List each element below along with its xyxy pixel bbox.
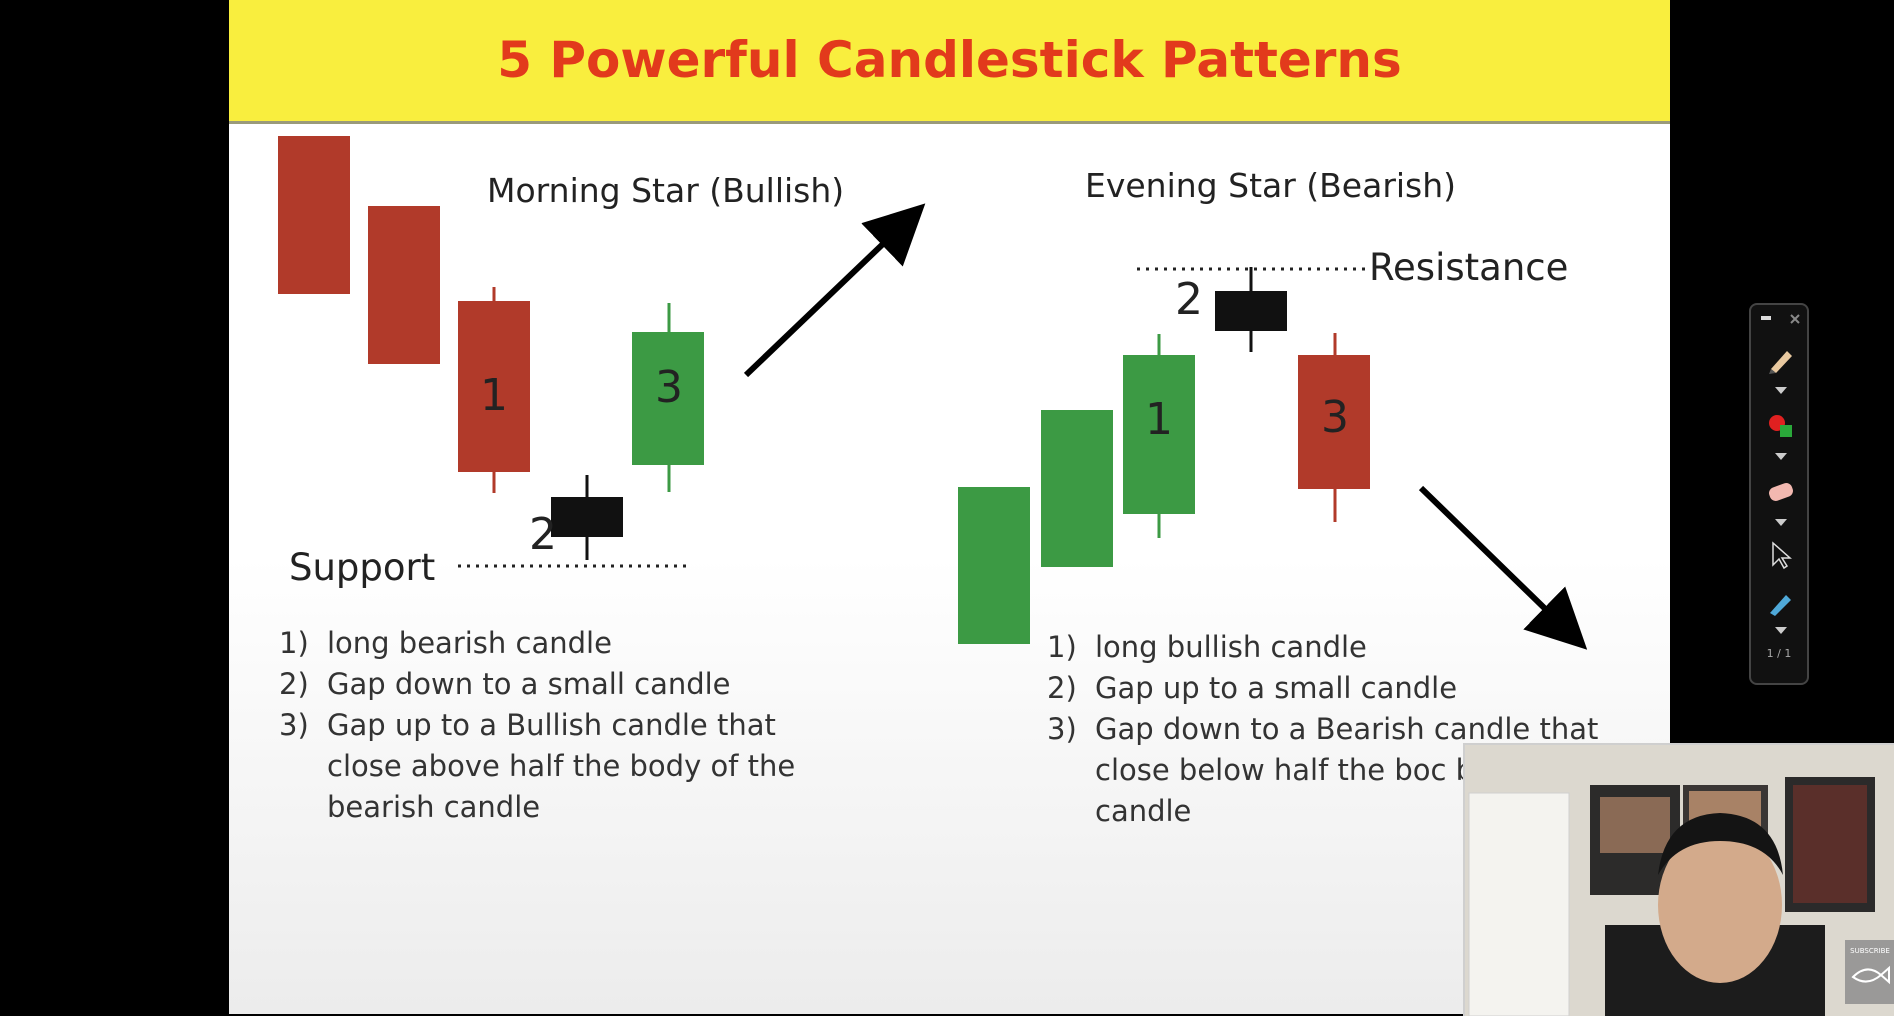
chevron-down-icon[interactable] bbox=[1775, 387, 1787, 394]
list-item: 3) Gap up to a Bullish candle that close … bbox=[279, 708, 796, 824]
webcam-scene bbox=[1465, 745, 1894, 1016]
eraser-icon[interactable] bbox=[1765, 475, 1797, 507]
list-item: 2) Gap down to a small candle bbox=[279, 667, 731, 701]
webcam-overlay: SUBSCRIBE bbox=[1463, 743, 1894, 1016]
bearish-candle-1 bbox=[458, 301, 530, 472]
candle-label: 2 bbox=[529, 509, 557, 560]
uptrend-candle bbox=[958, 487, 1030, 644]
morning-star-pattern: Morning Star (Bullish) Support 1 2 3 bbox=[278, 136, 926, 589]
color-picker-icon[interactable] bbox=[1765, 409, 1797, 441]
list-item: 2) Gap up to a small candle bbox=[1047, 671, 1458, 705]
uptrend-candle bbox=[1041, 410, 1113, 567]
uptrend-arrow bbox=[743, 203, 926, 378]
title-bar: 5 Powerful Candlestick Patterns bbox=[229, 0, 1670, 124]
list-item: 1) long bearish candle bbox=[279, 626, 612, 660]
bullish-candle-1 bbox=[1123, 355, 1195, 514]
morning-star-steps: 1) long bearish candle 2) Gap down to a sm… bbox=[279, 623, 839, 828]
candle-label: 2 bbox=[1175, 274, 1203, 325]
chevron-down-icon[interactable] bbox=[1775, 627, 1787, 634]
subscribe-badge[interactable]: SUBSCRIBE bbox=[1847, 941, 1893, 1003]
close-icon[interactable] bbox=[1789, 313, 1801, 325]
cursor-icon[interactable] bbox=[1765, 539, 1797, 571]
candle-label: 3 bbox=[1321, 392, 1349, 443]
chevron-down-icon[interactable] bbox=[1775, 453, 1787, 460]
minimize-icon[interactable] bbox=[1760, 313, 1774, 323]
subscribe-label: SUBSCRIBE bbox=[1850, 947, 1890, 955]
highlighter-icon[interactable] bbox=[1765, 587, 1797, 619]
pen-icon[interactable] bbox=[1765, 343, 1797, 375]
evening-star-pattern: Evening Star (Bearish) Resistance 1 2 3 bbox=[958, 166, 1588, 650]
bearish-candle-3 bbox=[1298, 355, 1370, 489]
candle-label: 1 bbox=[480, 370, 508, 421]
evening-star-heading: Evening Star (Bearish) bbox=[1085, 166, 1456, 205]
doji-candle-2 bbox=[551, 497, 623, 537]
annotation-toolbar: 1 / 1 bbox=[1749, 303, 1809, 685]
fish-logo-icon bbox=[1851, 965, 1890, 985]
support-label: Support bbox=[289, 546, 435, 589]
candlestick-diagram: Morning Star (Bullish) Support 1 2 3 Eve… bbox=[278, 136, 1588, 650]
downtrend-arrow bbox=[1418, 485, 1588, 650]
bullish-candle-3 bbox=[632, 332, 704, 465]
slide-title: 5 Powerful Candlestick Patterns bbox=[497, 31, 1402, 89]
chevron-down-icon[interactable] bbox=[1775, 519, 1787, 526]
downtrend-candle bbox=[368, 206, 440, 364]
candle-label: 3 bbox=[655, 362, 683, 413]
resistance-label: Resistance bbox=[1369, 246, 1568, 289]
page-indicator: 1 / 1 bbox=[1766, 647, 1792, 660]
list-item: 1) long bullish candle bbox=[1047, 630, 1367, 664]
downtrend-candle bbox=[278, 136, 350, 294]
presentation-slide: 5 Powerful Candlestick Patterns Morning … bbox=[229, 0, 1670, 1014]
morning-star-heading: Morning Star (Bullish) bbox=[487, 171, 844, 210]
candle-label: 1 bbox=[1145, 394, 1173, 445]
doji-candle-2 bbox=[1215, 291, 1287, 331]
